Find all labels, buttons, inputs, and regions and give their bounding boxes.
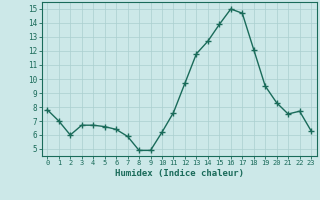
X-axis label: Humidex (Indice chaleur): Humidex (Indice chaleur) [115,169,244,178]
